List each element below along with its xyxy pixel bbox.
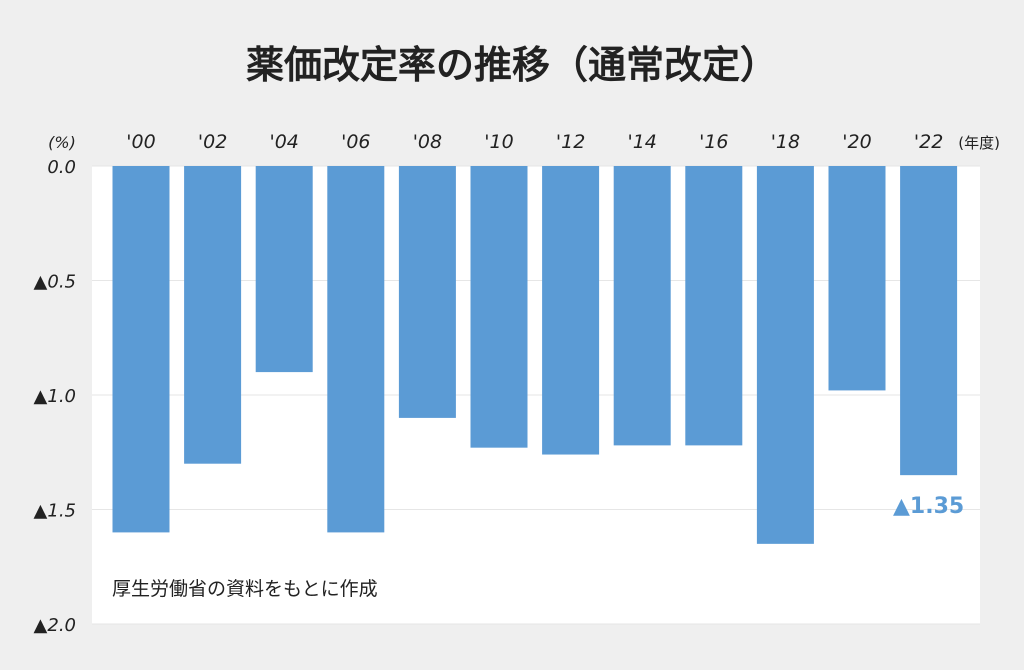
bar [756, 166, 814, 544]
x-tick-label: '02 [198, 131, 227, 153]
x-tick-label: '08 [413, 131, 442, 153]
bar [112, 166, 170, 533]
bar [613, 166, 671, 446]
bar [542, 166, 600, 455]
bar [828, 166, 886, 391]
x-tick-label: '18 [771, 131, 800, 153]
x-tick-label: '00 [126, 131, 155, 153]
bar [327, 166, 385, 533]
x-tick-label: '16 [699, 131, 728, 153]
x-tick-label: '14 [627, 131, 656, 153]
bar [184, 166, 242, 464]
y-tick-label: ▲2.0 [34, 615, 76, 636]
bar [685, 166, 743, 446]
data-label: ▲1.35 [893, 494, 964, 519]
bar [255, 166, 313, 373]
bar [398, 166, 456, 418]
x-tick-label: '22 [914, 131, 943, 153]
x-tick-labels: '00 '02 '04 '06 '08 '10 '12 '14 '16 '18 '20 '22 [126, 131, 943, 153]
x-tick-label: '04 [269, 131, 298, 153]
chart-title: 薬価改定率の推移（通常改定） [246, 43, 778, 87]
bar [470, 166, 528, 448]
x-tick-label: '06 [341, 131, 370, 153]
x-tick-label: '10 [484, 131, 513, 153]
bars [112, 166, 958, 544]
x-axis-unit-label: (年度) [958, 134, 1000, 152]
x-tick-label: '20 [842, 131, 871, 153]
y-axis-unit-label: (%) [48, 133, 76, 152]
source-note: 厚生労働省の資料をもとに作成 [112, 578, 378, 600]
y-tick-label: ▲1.0 [34, 386, 76, 407]
y-tick-label: ▲0.5 [34, 272, 76, 293]
y-tick-label: ▲1.5 [34, 501, 76, 522]
bar [900, 166, 958, 476]
data-labels: ▲1.35 [893, 494, 964, 519]
x-tick-label: '12 [556, 131, 585, 153]
y-tick-labels: 0.0 ▲0.5 ▲1.0 ▲1.5 ▲2.0 [34, 157, 76, 636]
y-tick-label: 0.0 [47, 157, 76, 178]
